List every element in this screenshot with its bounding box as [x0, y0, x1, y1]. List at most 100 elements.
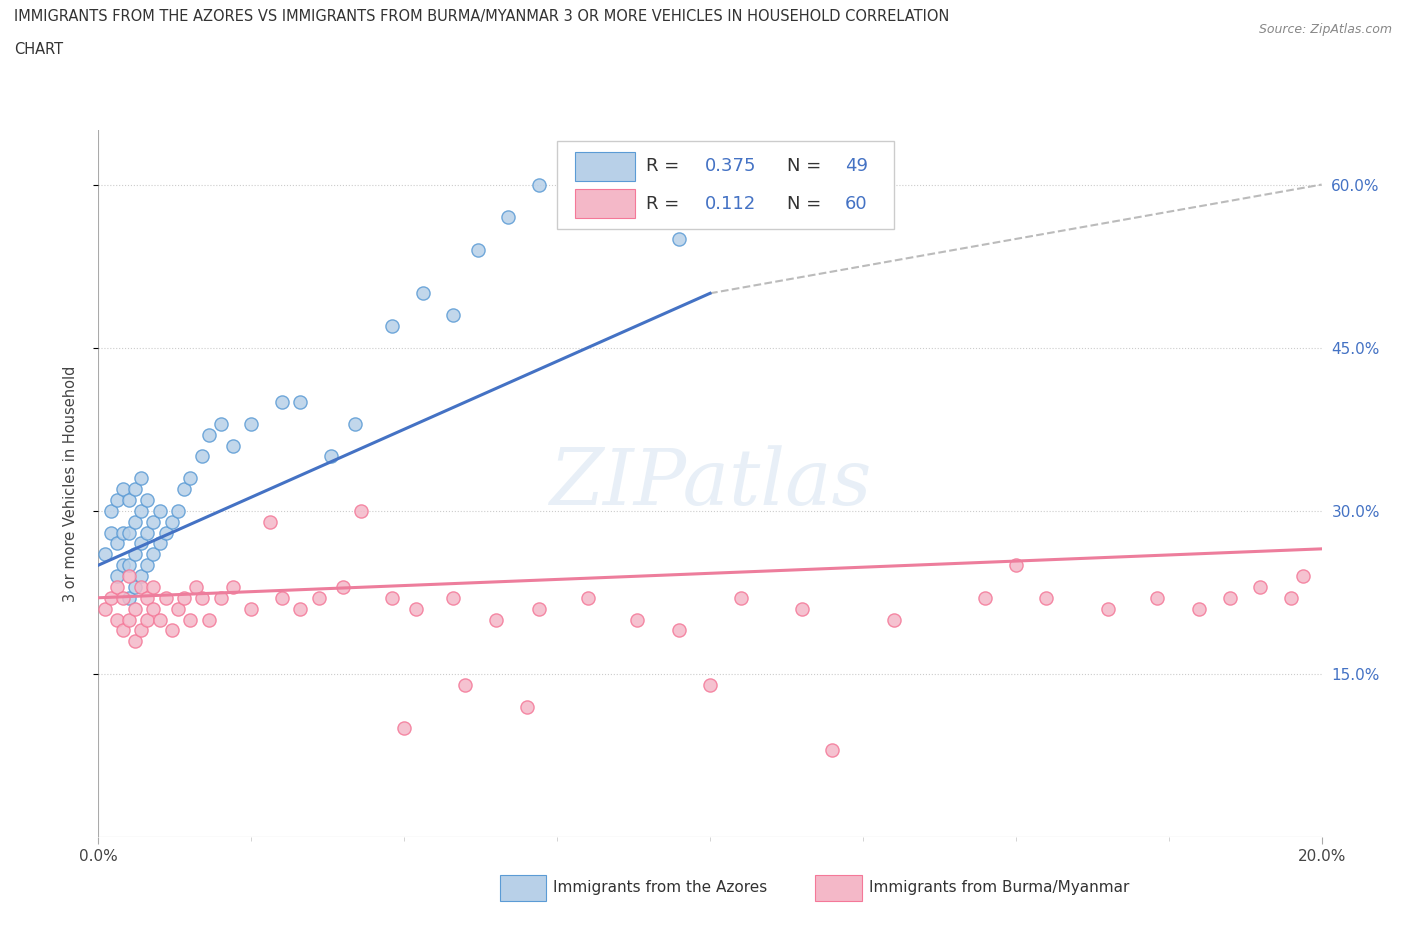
- Text: Immigrants from the Azores: Immigrants from the Azores: [554, 881, 768, 896]
- Point: [392, 721, 416, 736]
- Point: [124, 482, 146, 497]
- Y-axis label: 3 or more Vehicles in Household: 3 or more Vehicles in Household: [63, 365, 77, 602]
- Point: [173, 482, 195, 497]
- Point: [527, 177, 550, 192]
- FancyBboxPatch shape: [815, 875, 862, 900]
- Point: [179, 612, 201, 627]
- Point: [699, 677, 721, 692]
- Point: [1219, 591, 1241, 605]
- Point: [118, 558, 141, 573]
- Point: [105, 493, 128, 508]
- Point: [191, 449, 214, 464]
- Point: [441, 308, 464, 323]
- Point: [454, 677, 477, 692]
- Point: [105, 579, 128, 594]
- Point: [209, 417, 232, 432]
- Point: [142, 601, 165, 616]
- Point: [100, 591, 122, 605]
- Point: [111, 623, 134, 638]
- Point: [124, 514, 146, 529]
- Point: [974, 591, 997, 605]
- Text: Immigrants from Burma/Myanmar: Immigrants from Burma/Myanmar: [869, 881, 1129, 896]
- Point: [136, 525, 159, 540]
- Text: ZIPatlas: ZIPatlas: [548, 445, 872, 522]
- Point: [129, 536, 152, 551]
- Point: [1146, 591, 1168, 605]
- FancyBboxPatch shape: [575, 152, 636, 180]
- Point: [319, 449, 342, 464]
- Point: [883, 612, 905, 627]
- Point: [167, 601, 190, 616]
- Text: IMMIGRANTS FROM THE AZORES VS IMMIGRANTS FROM BURMA/MYANMAR 3 OR MORE VEHICLES I: IMMIGRANTS FROM THE AZORES VS IMMIGRANTS…: [14, 9, 949, 24]
- Point: [222, 579, 245, 594]
- Point: [209, 591, 232, 605]
- Point: [405, 601, 427, 616]
- Point: [105, 568, 128, 583]
- Point: [1249, 579, 1271, 594]
- Point: [197, 427, 219, 442]
- Point: [626, 612, 648, 627]
- Point: [527, 601, 550, 616]
- Point: [259, 514, 281, 529]
- Text: N =: N =: [787, 194, 827, 213]
- Point: [441, 591, 464, 605]
- Point: [136, 493, 159, 508]
- Text: 60: 60: [845, 194, 868, 213]
- Point: [1279, 591, 1302, 605]
- Point: [381, 591, 404, 605]
- Point: [100, 525, 122, 540]
- Point: [270, 591, 292, 605]
- Point: [124, 601, 146, 616]
- Text: 49: 49: [845, 157, 868, 175]
- Point: [105, 536, 128, 551]
- Point: [668, 623, 690, 638]
- Point: [790, 601, 813, 616]
- Point: [173, 591, 195, 605]
- Point: [179, 471, 201, 485]
- Point: [467, 243, 489, 258]
- Point: [730, 591, 752, 605]
- Point: [381, 318, 404, 333]
- Point: [496, 210, 519, 225]
- Point: [160, 514, 183, 529]
- Point: [332, 579, 354, 594]
- Point: [1035, 591, 1057, 605]
- Point: [167, 503, 190, 518]
- Point: [1097, 601, 1119, 616]
- Text: 0.112: 0.112: [706, 194, 756, 213]
- Point: [105, 612, 128, 627]
- Point: [142, 547, 165, 562]
- Point: [240, 417, 263, 432]
- Point: [124, 579, 146, 594]
- Point: [129, 503, 152, 518]
- FancyBboxPatch shape: [575, 189, 636, 219]
- Point: [142, 579, 165, 594]
- Point: [516, 699, 538, 714]
- Point: [186, 579, 208, 594]
- Point: [142, 514, 165, 529]
- Point: [191, 591, 214, 605]
- Point: [118, 612, 141, 627]
- Text: CHART: CHART: [14, 42, 63, 57]
- Text: Source: ZipAtlas.com: Source: ZipAtlas.com: [1258, 23, 1392, 36]
- Point: [290, 394, 312, 409]
- Point: [485, 612, 508, 627]
- Point: [118, 591, 141, 605]
- Point: [129, 623, 152, 638]
- Point: [111, 525, 134, 540]
- Point: [290, 601, 312, 616]
- Point: [412, 286, 434, 300]
- Text: 0.375: 0.375: [706, 157, 756, 175]
- Point: [111, 558, 134, 573]
- Point: [136, 558, 159, 573]
- Text: R =: R =: [647, 194, 692, 213]
- Point: [129, 568, 152, 583]
- Point: [149, 503, 172, 518]
- Point: [160, 623, 183, 638]
- Point: [149, 612, 172, 627]
- Point: [124, 547, 146, 562]
- Point: [270, 394, 292, 409]
- Point: [576, 591, 599, 605]
- Point: [93, 547, 115, 562]
- FancyBboxPatch shape: [557, 140, 894, 229]
